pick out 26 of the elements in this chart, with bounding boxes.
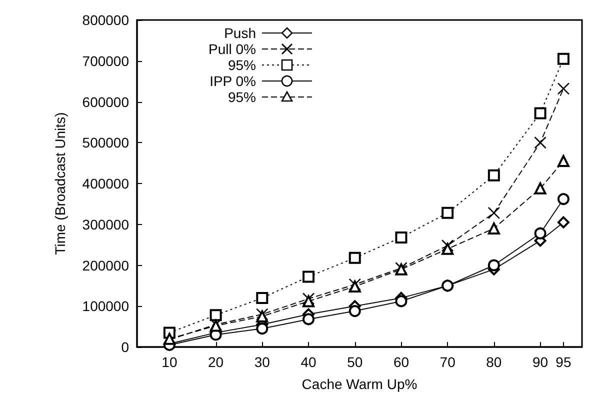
y-tick-label: 200000 <box>82 257 130 274</box>
x-tick-label: 40 <box>300 354 317 370</box>
x-tick-label: 10 <box>162 354 178 370</box>
y-tick-label: 800000 <box>82 12 130 28</box>
x-tick-label: 70 <box>440 354 456 370</box>
legend-label: Pull 0% <box>208 41 256 57</box>
x-tick-label: 20 <box>208 354 224 370</box>
legend-label: IPP 0% <box>210 73 256 89</box>
x-tick-label: 95 <box>556 354 572 370</box>
y-tick-label: 400000 <box>82 176 130 192</box>
y-tick-label: 700000 <box>82 52 130 69</box>
x-tick-label: 30 <box>254 354 270 370</box>
y-tick-label: 0 <box>121 339 130 355</box>
x-tick-label: 60 <box>393 354 410 370</box>
y-axis-title: Time (Broadcast Units) <box>52 112 68 255</box>
x-axis-title: Cache Warm Up% <box>302 376 418 392</box>
legend-label: 95% <box>228 57 256 73</box>
x-tick-label: 90 <box>532 354 548 370</box>
y-tick-label: 100000 <box>82 298 130 314</box>
legend-label: 95% <box>228 89 256 105</box>
x-tick-label: 80 <box>486 354 502 370</box>
legend-label: Push <box>224 25 256 41</box>
y-tick-label: 500000 <box>82 134 130 151</box>
x-tick-label: 50 <box>347 354 363 370</box>
y-tick-label: 300000 <box>82 216 130 232</box>
y-tick-label: 600000 <box>82 94 130 110</box>
